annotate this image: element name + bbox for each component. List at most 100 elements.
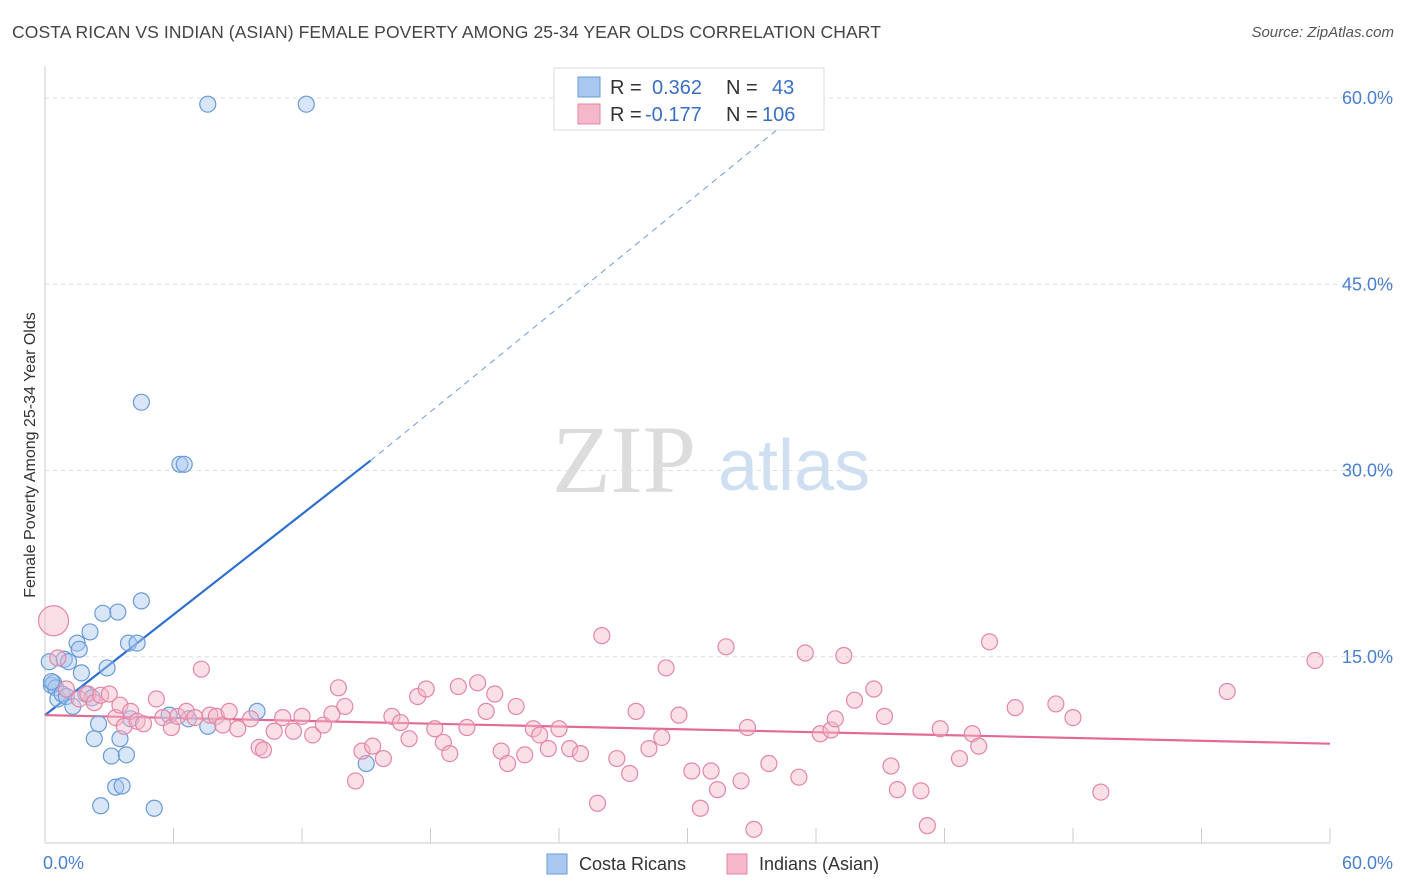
point-indians xyxy=(441,744,459,763)
point-indians xyxy=(192,660,210,678)
point-indians xyxy=(608,749,626,768)
point-costa-ricans xyxy=(102,747,120,765)
point-costa-ricans xyxy=(199,95,217,113)
point-indians xyxy=(507,697,525,716)
point-indians xyxy=(449,677,467,696)
legend-r-label-1: R = xyxy=(610,77,642,99)
point-indians xyxy=(391,713,410,732)
point-indians xyxy=(329,679,348,697)
point-indians xyxy=(169,707,187,725)
point-indians xyxy=(400,730,418,748)
point-indians xyxy=(888,781,906,799)
bottom-legend-label-costa-ricans: Costa Ricans xyxy=(579,854,686,874)
point-indians xyxy=(561,740,579,758)
point-costa-ricans xyxy=(145,799,163,817)
trend-line-indians xyxy=(44,714,1331,745)
point-indians xyxy=(417,680,435,698)
data-points xyxy=(37,95,1324,838)
point-costa-ricans xyxy=(113,777,131,795)
trend-line-costa-ricans-extension xyxy=(370,97,817,461)
legend-r-label-2: R = xyxy=(610,104,642,126)
point-indians xyxy=(499,754,517,773)
point-costa-ricans xyxy=(85,730,103,748)
point-costa-ricans xyxy=(132,393,150,411)
point-indians xyxy=(49,649,67,667)
point-costa-ricans xyxy=(42,672,61,691)
y-tick-label: 60.0% xyxy=(1342,88,1393,108)
point-indians xyxy=(980,633,999,651)
point-costa-ricans xyxy=(72,664,91,682)
point-indians xyxy=(177,702,195,720)
legend-swatch-indians xyxy=(577,103,601,125)
trend-line-costa-ricans xyxy=(44,459,372,716)
y-tick-label: 45.0% xyxy=(1342,274,1393,294)
point-indians xyxy=(254,741,273,759)
point-indians xyxy=(738,718,757,737)
bottom-legend-label-indians: Indians (Asian) xyxy=(759,854,879,874)
tick-labels: 15.0% 30.0% 45.0% 60.0% 0.0% 60.0% xyxy=(43,88,1393,873)
point-indians xyxy=(970,737,988,755)
legend-r-value-1: 0.362 xyxy=(652,77,702,99)
point-indians xyxy=(531,726,549,744)
point-indians xyxy=(364,737,382,755)
point-indians xyxy=(912,782,930,800)
x-tick-label-max: 60.0% xyxy=(1342,853,1393,873)
point-indians xyxy=(207,707,225,725)
point-indians xyxy=(1006,699,1024,717)
point-indians xyxy=(57,680,76,698)
legend-n-value-2: 106 xyxy=(762,104,795,126)
y-axis-label: Female Poverty Among 25-34 Year Olds xyxy=(22,312,39,598)
point-costa-ricans xyxy=(70,640,88,658)
point-indians xyxy=(134,715,153,733)
point-indians xyxy=(147,690,165,708)
point-indians xyxy=(486,685,504,703)
point-indians xyxy=(242,710,260,728)
point-indians xyxy=(865,680,883,698)
point-indians xyxy=(691,799,709,817)
point-costa-ricans xyxy=(40,653,58,671)
point-indians xyxy=(708,781,727,799)
point-indians xyxy=(657,659,675,677)
legend-swatch-costa-ricans xyxy=(577,76,601,98)
point-indians xyxy=(477,702,495,720)
point-indians xyxy=(374,749,392,768)
point-indians xyxy=(458,718,476,737)
x-tick-label-min: 0.0% xyxy=(43,853,84,873)
legend-r-value-2: -0.177 xyxy=(645,104,702,126)
point-indians xyxy=(383,707,401,725)
point-indians xyxy=(284,722,303,740)
point-indians xyxy=(92,686,110,704)
point-indians xyxy=(931,720,949,738)
point-indians xyxy=(100,685,118,703)
point-costa-ricans xyxy=(92,797,110,815)
point-indians xyxy=(323,705,341,723)
point-costa-ricans xyxy=(175,455,193,473)
watermark-atlas: atlas xyxy=(718,426,870,506)
point-indians xyxy=(186,708,204,727)
point-indians xyxy=(822,721,840,739)
point-costa-ricans xyxy=(128,634,146,652)
point-indians xyxy=(265,722,283,740)
point-costa-ricans xyxy=(117,746,135,764)
point-indians xyxy=(353,742,371,760)
y-tick-label: 15.0% xyxy=(1342,647,1393,667)
point-indians xyxy=(122,702,140,720)
point-indians xyxy=(845,691,864,709)
grid-lines xyxy=(45,97,1395,658)
point-costa-ricans xyxy=(109,603,127,621)
point-indians xyxy=(220,702,238,720)
point-indians xyxy=(588,794,607,812)
point-indians xyxy=(796,644,814,662)
point-costa-ricans xyxy=(132,592,150,610)
watermark-zip: ZIP xyxy=(552,406,696,513)
point-indians xyxy=(304,726,322,744)
point-indians xyxy=(336,697,354,716)
point-costa-ricans xyxy=(81,623,99,641)
point-indians xyxy=(426,720,444,738)
bottom-legend-swatch-costa-ricans xyxy=(546,853,568,875)
point-indians xyxy=(346,772,365,790)
point-indians xyxy=(760,754,778,773)
axes xyxy=(44,66,1331,844)
point-indians xyxy=(524,720,542,738)
point-indians xyxy=(469,674,487,692)
